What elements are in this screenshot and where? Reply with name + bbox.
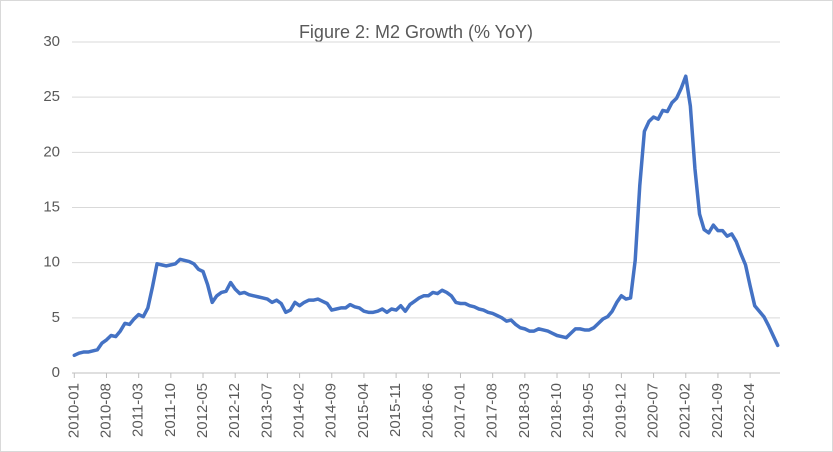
x-tick-label: 2011-03	[130, 383, 147, 437]
x-tick-label: 2011-10	[162, 383, 179, 437]
y-tick-label: 15	[43, 198, 60, 215]
y-tick-label: 5	[52, 309, 60, 326]
x-tick-label: 2018-03	[516, 383, 533, 438]
x-tick-label: 2021-09	[709, 383, 726, 438]
y-tick-label: 25	[43, 88, 60, 105]
x-tick-label: 2013-07	[258, 383, 275, 438]
data-line	[72, 74, 780, 358]
x-tick-label: 2019-05	[580, 383, 597, 438]
x-tick-label: 2019-12	[612, 383, 629, 438]
x-tick-label: 2010-08	[97, 383, 114, 438]
y-tick-label: 10	[43, 254, 60, 271]
y-tick-label: 0	[52, 364, 60, 381]
x-tick-label: 2016-06	[419, 383, 436, 438]
x-tick-label: 2012-05	[194, 383, 211, 438]
x-tick-label: 2010-01	[65, 383, 82, 438]
chart-title: Figure 2: M2 Growth (% YoY)	[299, 22, 533, 42]
x-tick-label: 2017-08	[484, 383, 501, 438]
x-tick-label: 2018-10	[548, 383, 565, 438]
x-tick-label: 2017-01	[451, 383, 468, 438]
y-tick-label: 20	[43, 143, 60, 160]
y-tick-label: 30	[43, 33, 60, 50]
x-tick-label: 2015-11	[387, 383, 404, 437]
x-tick-label: 2022-04	[741, 383, 758, 438]
x-tick-label: 2021-02	[677, 383, 694, 438]
x-tick-label: 2012-12	[226, 383, 243, 438]
x-tick-label: 2015-04	[355, 383, 372, 438]
x-tick-label: 2014-02	[291, 383, 308, 438]
x-tick-label: 2020-07	[645, 383, 662, 438]
x-tick-label: 2014-09	[323, 383, 340, 438]
